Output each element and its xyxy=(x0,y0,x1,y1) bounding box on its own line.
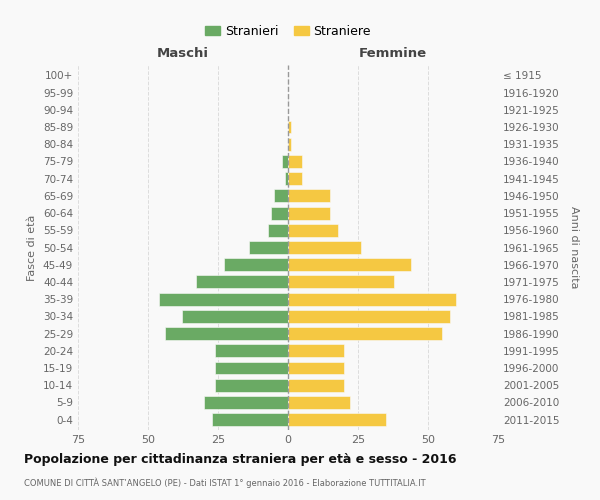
Bar xyxy=(159,292,288,306)
Bar xyxy=(283,155,288,168)
Bar xyxy=(182,310,288,323)
Bar xyxy=(288,310,451,323)
Bar xyxy=(288,276,394,288)
Bar xyxy=(288,344,344,358)
Bar xyxy=(288,379,344,392)
Text: Maschi: Maschi xyxy=(157,47,209,60)
Bar xyxy=(288,224,338,236)
Bar xyxy=(285,172,288,185)
Y-axis label: Anni di nascita: Anni di nascita xyxy=(569,206,579,289)
Bar xyxy=(268,224,288,236)
Bar xyxy=(288,138,291,150)
Bar xyxy=(288,292,456,306)
Bar xyxy=(204,396,288,409)
Bar xyxy=(212,413,288,426)
Text: Popolazione per cittadinanza straniera per età e sesso - 2016: Popolazione per cittadinanza straniera p… xyxy=(24,452,457,466)
Bar xyxy=(288,172,302,185)
Bar xyxy=(288,190,330,202)
Bar xyxy=(271,206,288,220)
Text: Femmine: Femmine xyxy=(359,47,427,60)
Bar xyxy=(288,258,411,271)
Bar xyxy=(288,362,344,374)
Bar xyxy=(288,327,442,340)
Bar xyxy=(196,276,288,288)
Bar xyxy=(288,396,350,409)
Text: COMUNE DI CITTÀ SANT’ANGELO (PE) - Dati ISTAT 1° gennaio 2016 - Elaborazione TUT: COMUNE DI CITTÀ SANT’ANGELO (PE) - Dati … xyxy=(24,478,425,488)
Bar xyxy=(215,379,288,392)
Bar xyxy=(249,241,288,254)
Legend: Stranieri, Straniere: Stranieri, Straniere xyxy=(200,20,376,43)
Bar xyxy=(215,362,288,374)
Bar xyxy=(288,241,361,254)
Bar xyxy=(288,206,330,220)
Bar xyxy=(288,120,291,134)
Bar xyxy=(224,258,288,271)
Y-axis label: Fasce di età: Fasce di età xyxy=(28,214,37,280)
Bar xyxy=(215,344,288,358)
Bar xyxy=(288,413,386,426)
Bar xyxy=(274,190,288,202)
Bar xyxy=(165,327,288,340)
Bar xyxy=(288,155,302,168)
